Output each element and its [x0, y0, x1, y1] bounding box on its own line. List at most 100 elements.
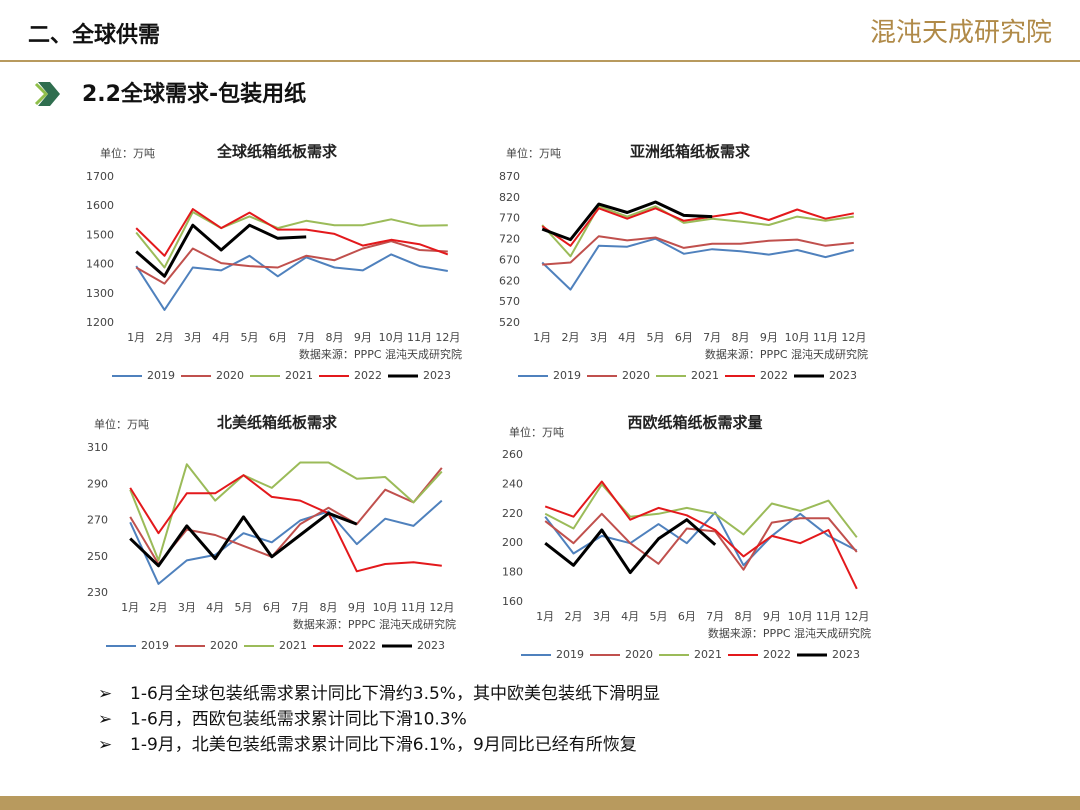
header-rule	[0, 60, 1080, 62]
x-tick-label: 11月	[813, 331, 838, 344]
y-tick-label: 160	[502, 595, 523, 608]
y-tick-label: 720	[499, 233, 520, 246]
series-line	[544, 480, 858, 590]
legend-label: 2022	[763, 648, 791, 661]
bullet-marker: ➢	[98, 684, 112, 704]
series-line	[135, 211, 448, 269]
source-note: 数据来源：PPPC 混沌天成研究院	[299, 347, 462, 361]
chart-title: 全球纸箱纸板需求	[216, 143, 338, 161]
x-tick-label: 3月	[184, 331, 202, 344]
x-tick-label: 10月	[379, 331, 404, 344]
legend-label: 2021	[694, 648, 722, 661]
legend-label: 2023	[829, 369, 857, 382]
bullet-marker: ➢	[98, 735, 112, 755]
x-tick-label: 12月	[435, 331, 460, 344]
y-tick-label: 1500	[86, 228, 114, 241]
x-tick-label: 9月	[763, 610, 781, 623]
legend-label: 2019	[553, 369, 581, 382]
y-tick-label: 1700	[86, 170, 114, 183]
x-tick-label: 12月	[841, 331, 866, 344]
x-tick-label: 6月	[269, 331, 287, 344]
x-tick-label: 10月	[788, 610, 813, 623]
series-line	[129, 474, 442, 573]
unit-label: 单位：万吨	[100, 146, 155, 160]
x-tick-label: 6月	[263, 601, 281, 614]
unit-label: 单位：万吨	[94, 417, 149, 431]
y-tick-label: 570	[499, 295, 520, 308]
header-title: 二、全球供需	[28, 22, 160, 48]
series-line	[542, 235, 854, 266]
source-note: 数据来源：PPPC 混沌天成研究院	[708, 626, 871, 640]
legend-label: 2021	[279, 639, 307, 652]
y-tick-label: 1400	[86, 258, 114, 271]
chevron-accent	[34, 82, 49, 106]
series-line	[541, 200, 713, 242]
legend-label: 2019	[141, 639, 169, 652]
legend-label: 2022	[348, 639, 376, 652]
series-line	[129, 511, 358, 568]
x-tick-label: 11月	[816, 610, 841, 623]
x-tick-label: 6月	[675, 331, 693, 344]
bullet-text: 1-6月全球包装纸需求累计同比下滑约3.5%，其中欧美包装纸下滑明显	[130, 684, 660, 704]
legend-label: 2019	[556, 648, 584, 661]
y-tick-label: 1600	[86, 199, 114, 212]
y-tick-label: 770	[499, 212, 520, 225]
x-tick-label: 5月	[235, 601, 253, 614]
y-tick-label: 1300	[86, 287, 114, 300]
series-line	[541, 207, 854, 247]
y-tick-label: 220	[502, 507, 523, 520]
legend-label: 2020	[216, 369, 244, 382]
x-tick-label: 9月	[348, 601, 366, 614]
series-line	[129, 461, 443, 562]
chart-title: 亚洲纸箱纸板需求	[630, 143, 751, 161]
legend-label: 2020	[625, 648, 653, 661]
legend-label: 2022	[760, 369, 788, 382]
y-tick-label: 230	[87, 586, 108, 599]
x-tick-label: 2月	[562, 331, 580, 344]
x-tick-label: 6月	[678, 610, 696, 623]
bullet-text: 1-9月，北美包装纸需求累计同比下滑6.1%，9月同比已经有所恢复	[130, 735, 637, 755]
legend-label: 2020	[210, 639, 238, 652]
x-tick-label: 4月	[212, 331, 230, 344]
x-tick-label: 10月	[373, 601, 398, 614]
legend-label: 2023	[832, 648, 860, 661]
y-tick-label: 1200	[86, 316, 114, 329]
series-line	[541, 237, 855, 291]
y-tick-label: 870	[499, 170, 520, 183]
x-tick-label: 12月	[844, 610, 869, 623]
x-tick-label: 4月	[621, 610, 639, 623]
series-line	[135, 208, 449, 257]
y-tick-label: 200	[502, 536, 523, 549]
chevron-icon	[38, 82, 60, 106]
x-tick-label: 10月	[785, 331, 810, 344]
x-tick-label: 1月	[533, 331, 551, 344]
x-tick-label: 8月	[320, 601, 338, 614]
x-tick-label: 11月	[401, 601, 426, 614]
y-tick-label: 670	[499, 253, 520, 266]
series-line	[135, 253, 448, 311]
legend-label: 2019	[147, 369, 175, 382]
x-tick-label: 1月	[127, 331, 145, 344]
y-tick-label: 310	[87, 441, 108, 454]
x-tick-label: 1月	[121, 601, 139, 614]
x-tick-label: 2月	[565, 610, 583, 623]
x-tick-label: 8月	[326, 331, 344, 344]
x-tick-label: 7月	[291, 601, 309, 614]
y-tick-label: 260	[502, 448, 523, 461]
x-tick-label: 4月	[618, 331, 636, 344]
y-tick-label: 270	[87, 514, 108, 527]
bullet-text: 1-6月，西欧包装纸需求累计同比下滑10.3%	[130, 710, 467, 730]
footer-bar	[0, 796, 1080, 810]
x-tick-label: 3月	[593, 610, 611, 623]
x-tick-label: 8月	[732, 331, 750, 344]
x-tick-label: 3月	[178, 601, 196, 614]
y-tick-label: 240	[502, 477, 523, 490]
x-tick-label: 12月	[429, 601, 454, 614]
legend-label: 2022	[354, 369, 382, 382]
x-tick-label: 2月	[156, 331, 174, 344]
series-line	[135, 223, 307, 278]
x-tick-label: 2月	[150, 601, 168, 614]
unit-label: 单位：万吨	[509, 425, 564, 439]
series-line	[544, 518, 717, 575]
unit-label: 单位：万吨	[506, 146, 561, 160]
